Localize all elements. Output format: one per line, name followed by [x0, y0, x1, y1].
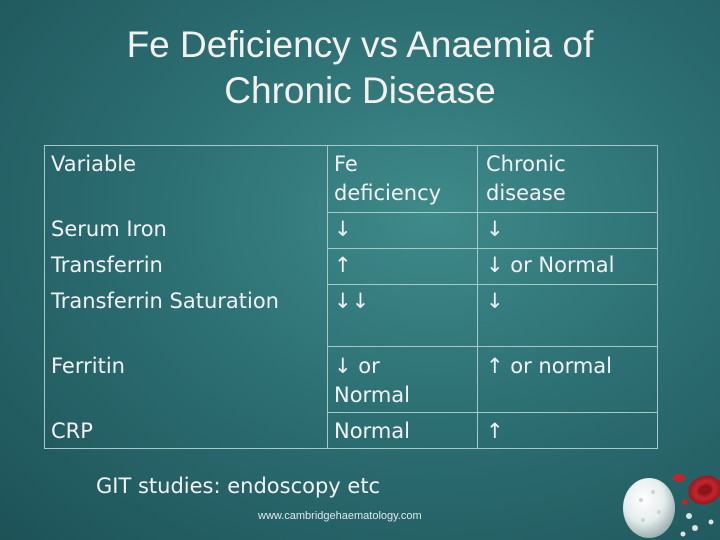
slide-title: Fe Deficiency vs Anaemia of Chronic Dise… — [60, 22, 660, 114]
row-crp-fe: Normal — [334, 419, 410, 443]
row-ferritin-chronic: ↑ or normal — [486, 354, 613, 378]
row-crp-chronic: ↑ — [486, 419, 504, 443]
row-ferritin-fe-line1: ↓ or — [334, 354, 380, 378]
row-divider — [327, 346, 657, 347]
row-crp-label: CRP — [51, 419, 93, 443]
title-line-2: Chronic Disease — [224, 70, 496, 111]
row-transferrin-fe: ↑ — [334, 253, 352, 277]
row-transferrin-label: Transferrin — [51, 253, 163, 277]
blood-cells-icon — [623, 474, 720, 538]
header-chronic-disease-line1: Chronic — [486, 152, 566, 176]
row-transferrin-chronic: ↓ or Normal — [486, 253, 615, 277]
column-divider — [477, 146, 478, 448]
comparison-table: Variable Fe deficiency Chronic disease S… — [44, 145, 658, 449]
title-line-1: Fe Deficiency vs Anaemia of — [126, 24, 594, 65]
column-divider — [327, 146, 328, 448]
row-divider — [327, 212, 657, 213]
row-serum-iron-fe: ↓ — [334, 217, 352, 241]
row-divider — [327, 412, 657, 413]
row-transferrin-saturation-chronic: ↓ — [486, 289, 504, 313]
row-divider — [327, 284, 657, 285]
header-variable: Variable — [51, 152, 137, 176]
row-divider — [327, 248, 657, 249]
row-ferritin-label: Ferritin — [51, 354, 125, 378]
header-chronic-disease-line2: disease — [486, 181, 566, 205]
row-ferritin-fe-line2: Normal — [334, 383, 410, 407]
source-url: www.cambridgehaematology.com — [258, 510, 422, 522]
header-fe-deficiency-line1: Fe — [334, 152, 358, 176]
row-transferrin-saturation-label: Transferrin Saturation — [51, 289, 279, 313]
footer-note: GIT studies: endoscopy etc — [96, 474, 381, 498]
row-transferrin-saturation-fe: ↓↓ — [334, 289, 370, 313]
row-serum-iron-label: Serum Iron — [51, 217, 167, 241]
header-fe-deficiency-line2: deficiency — [334, 181, 442, 205]
row-serum-iron-chronic: ↓ — [486, 217, 504, 241]
